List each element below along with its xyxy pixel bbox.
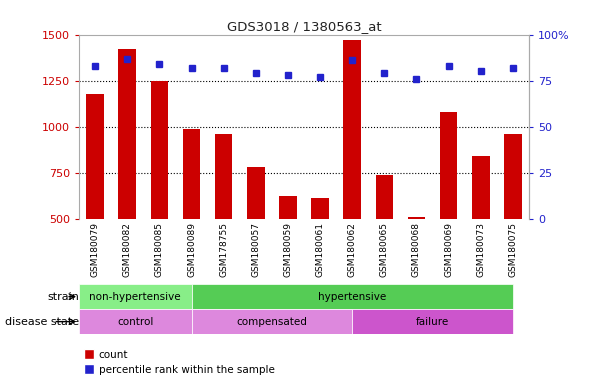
Bar xyxy=(440,112,457,219)
Text: GSM180057: GSM180057 xyxy=(251,222,260,277)
Bar xyxy=(151,81,168,219)
Bar xyxy=(119,49,136,219)
Text: GSM180075: GSM180075 xyxy=(508,222,517,277)
Text: strain: strain xyxy=(47,291,79,302)
Bar xyxy=(79,284,192,309)
Bar xyxy=(472,156,489,219)
Bar xyxy=(279,196,297,219)
Text: GSM178755: GSM178755 xyxy=(219,222,228,277)
Text: GSM180085: GSM180085 xyxy=(155,222,164,277)
Bar xyxy=(504,134,522,219)
Bar xyxy=(247,167,264,219)
Bar xyxy=(376,175,393,219)
Text: GSM180062: GSM180062 xyxy=(348,222,357,277)
Text: hypertensive: hypertensive xyxy=(318,291,386,302)
Bar xyxy=(192,309,352,334)
Bar xyxy=(192,284,513,309)
Text: GSM180069: GSM180069 xyxy=(444,222,453,277)
Legend: count, percentile rank within the sample: count, percentile rank within the sample xyxy=(85,350,275,375)
Bar xyxy=(215,134,232,219)
Text: non-hypertensive: non-hypertensive xyxy=(89,291,181,302)
Text: GSM180068: GSM180068 xyxy=(412,222,421,277)
Text: GSM180059: GSM180059 xyxy=(283,222,292,277)
Text: GSM180089: GSM180089 xyxy=(187,222,196,277)
Text: GSM180073: GSM180073 xyxy=(476,222,485,277)
Title: GDS3018 / 1380563_at: GDS3018 / 1380563_at xyxy=(227,20,381,33)
Bar xyxy=(86,94,104,219)
Text: compensated: compensated xyxy=(237,316,307,327)
Bar xyxy=(79,309,192,334)
Bar xyxy=(344,40,361,219)
Text: GSM180082: GSM180082 xyxy=(123,222,132,277)
Bar xyxy=(407,217,426,219)
Text: GSM180079: GSM180079 xyxy=(91,222,100,277)
Text: disease state: disease state xyxy=(5,316,79,327)
Text: GSM180061: GSM180061 xyxy=(316,222,325,277)
Text: GSM180065: GSM180065 xyxy=(380,222,389,277)
Bar xyxy=(352,309,513,334)
Text: control: control xyxy=(117,316,153,327)
Bar xyxy=(182,129,201,219)
Bar xyxy=(311,198,329,219)
Text: failure: failure xyxy=(416,316,449,327)
